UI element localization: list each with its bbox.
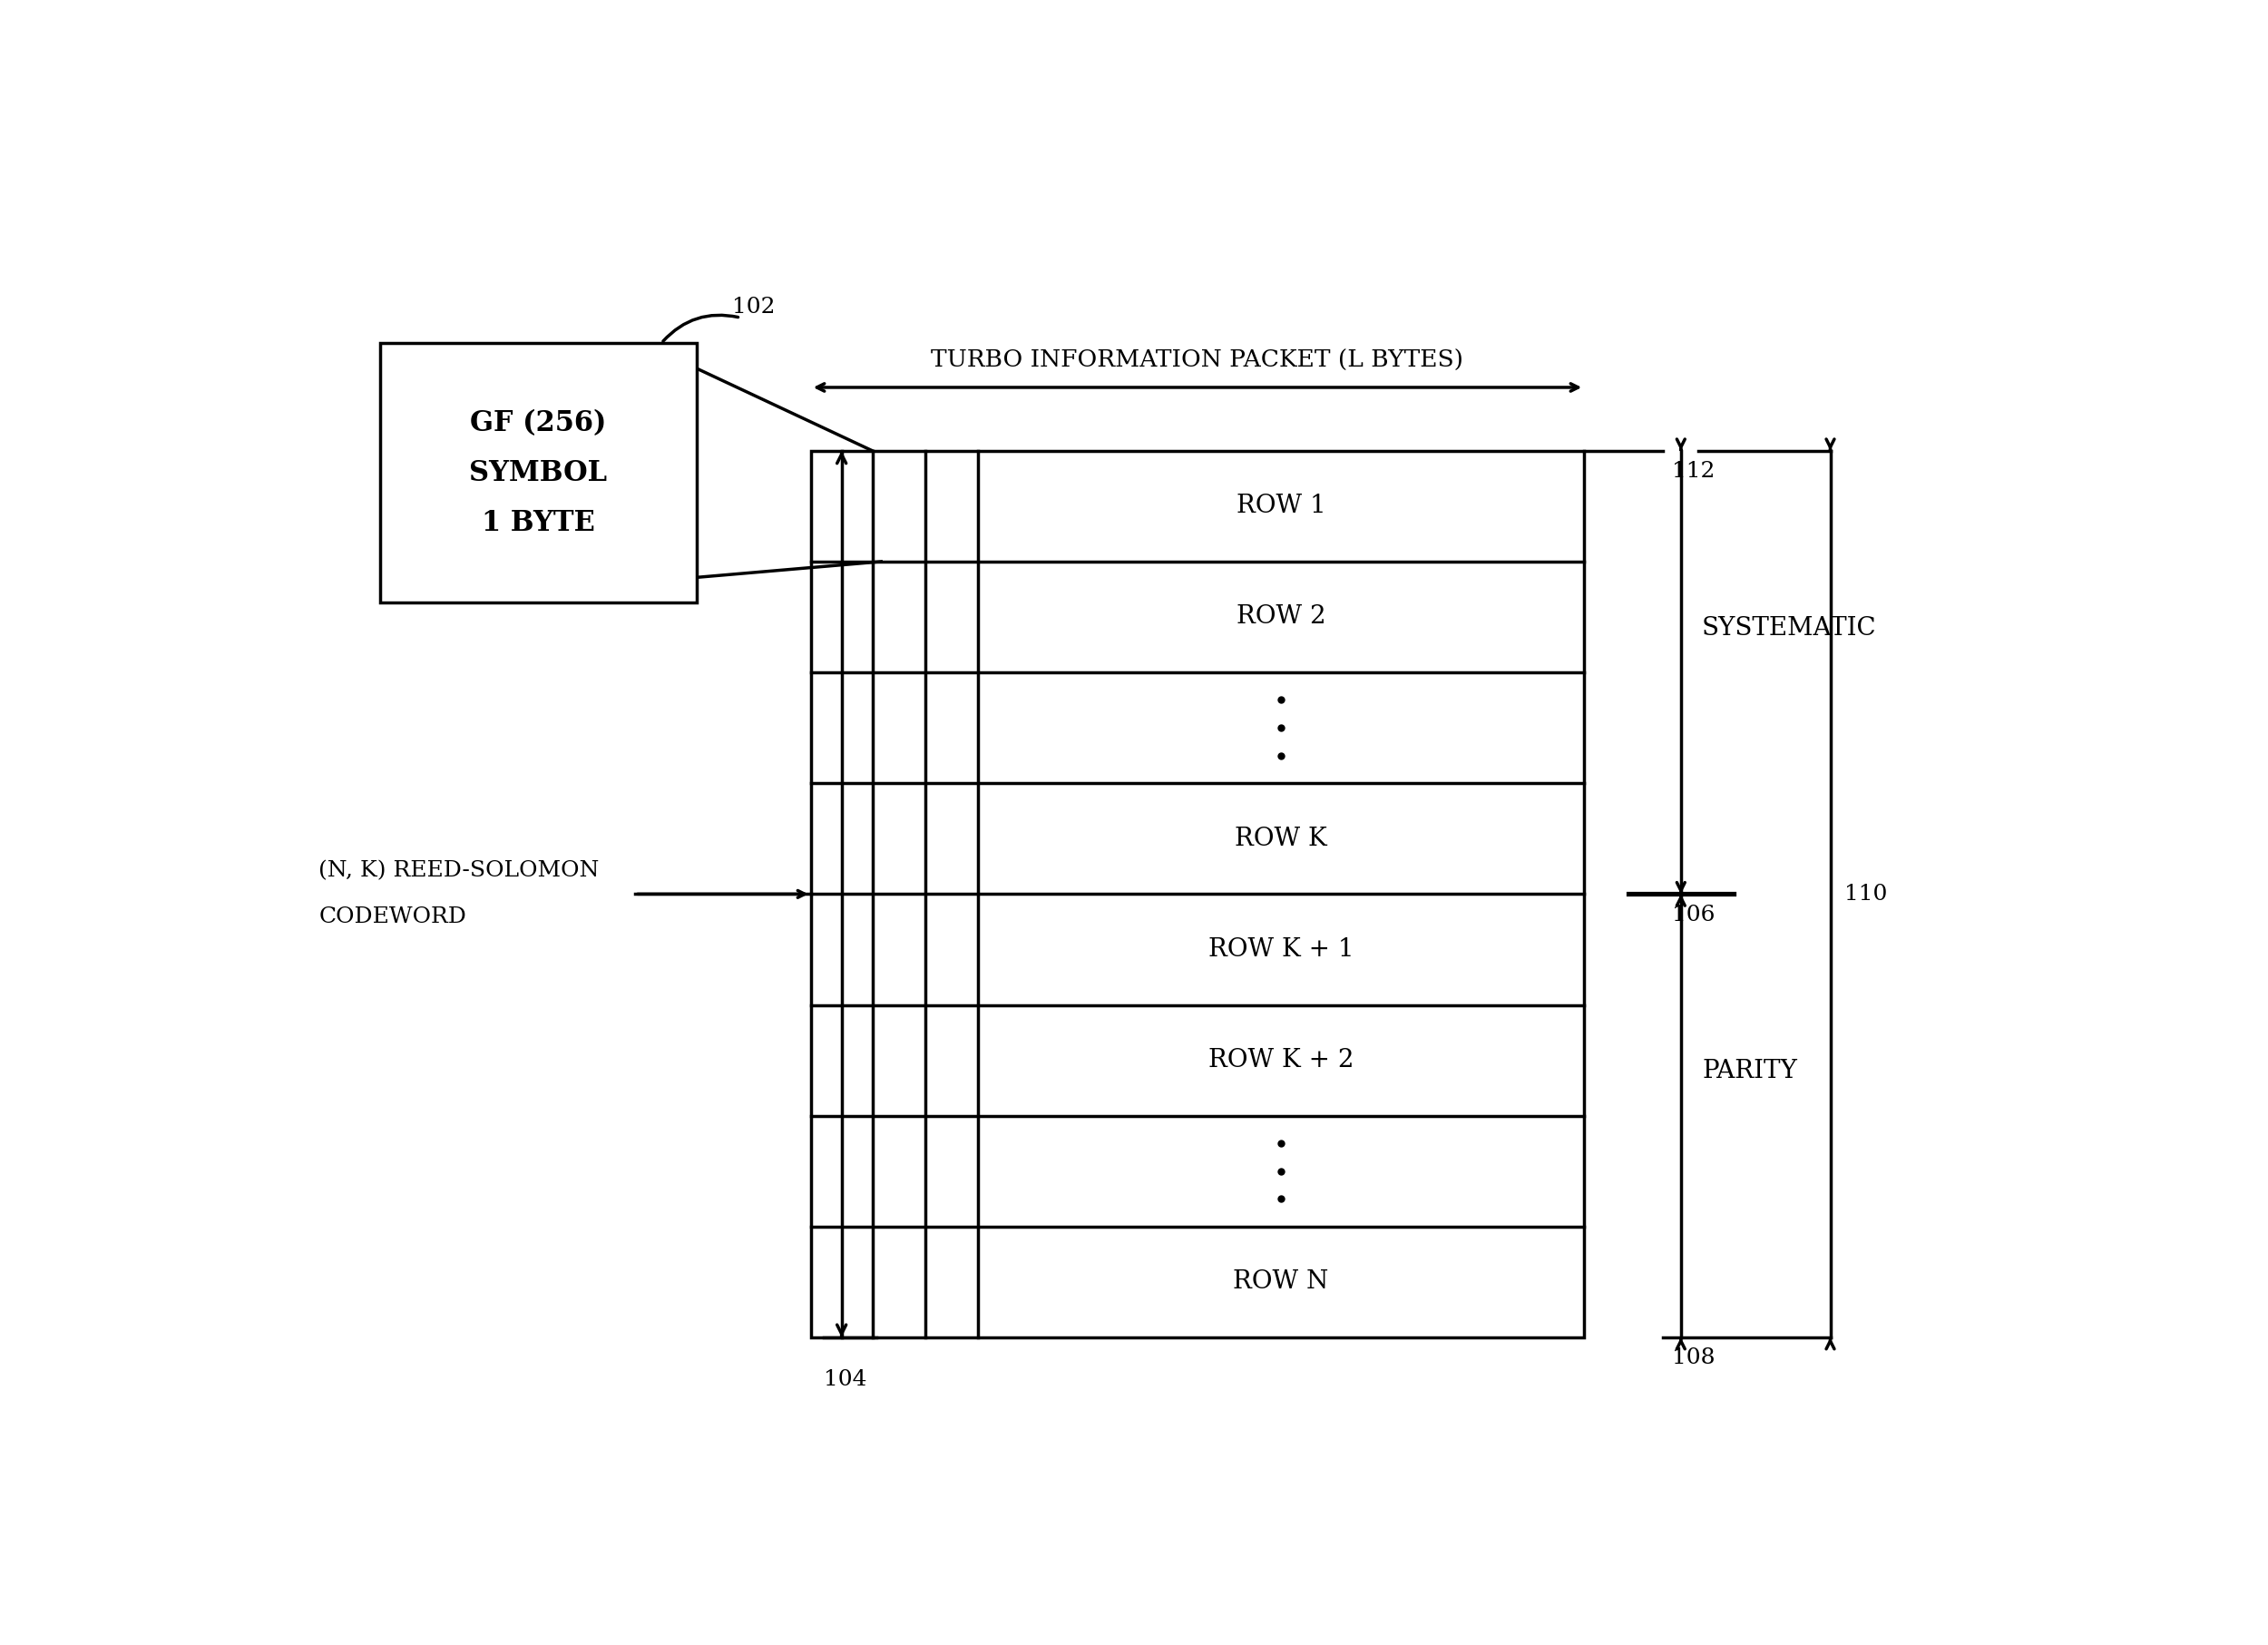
Text: ROW K + 2: ROW K + 2 xyxy=(1209,1048,1354,1073)
Bar xyxy=(381,344,696,602)
Bar xyxy=(812,451,1583,1337)
Text: 112: 112 xyxy=(1672,461,1715,482)
Text: CODEWORD: CODEWORD xyxy=(318,906,467,928)
Text: 104: 104 xyxy=(823,1369,866,1390)
Text: TURBO INFORMATION PACKET (L BYTES): TURBO INFORMATION PACKET (L BYTES) xyxy=(932,349,1463,372)
Text: ROW K + 1: ROW K + 1 xyxy=(1209,938,1354,962)
Text: PARITY: PARITY xyxy=(1701,1059,1796,1084)
Text: ROW 1: ROW 1 xyxy=(1236,493,1327,518)
Text: ROW 2: ROW 2 xyxy=(1236,605,1327,630)
Text: (N, K) REED-SOLOMON: (N, K) REED-SOLOMON xyxy=(318,860,599,882)
Text: 108: 108 xyxy=(1672,1347,1715,1369)
Text: 102: 102 xyxy=(733,296,776,317)
Text: 106: 106 xyxy=(1672,905,1715,924)
Text: SYSTEMATIC: SYSTEMATIC xyxy=(1701,615,1876,640)
Text: 110: 110 xyxy=(1844,883,1887,905)
Text: ROW N: ROW N xyxy=(1234,1270,1329,1295)
Text: ROW K: ROW K xyxy=(1234,826,1327,850)
Text: GF (256)
SYMBOL
1 BYTE: GF (256) SYMBOL 1 BYTE xyxy=(469,410,608,536)
